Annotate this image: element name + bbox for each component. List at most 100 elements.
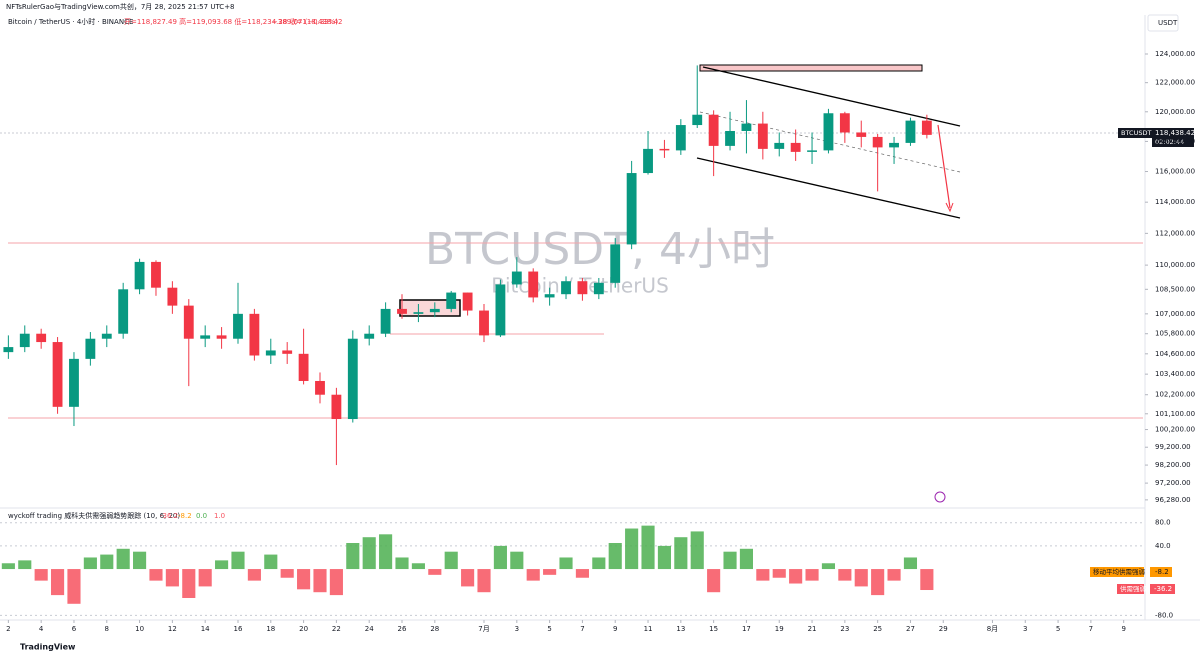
x-tick-label: 21 <box>808 625 817 633</box>
y-tick-label: 120,000.00 <box>1155 108 1195 116</box>
candle-body <box>167 287 178 306</box>
ma-label: 移动平均供需强弱 <box>1093 567 1145 576</box>
histogram-bar <box>149 569 163 581</box>
alert-icon[interactable] <box>934 491 946 503</box>
y-tick-label: 122,000.00 <box>1155 79 1195 87</box>
candle-body <box>921 120 932 135</box>
x-tick-label: 24 <box>365 625 374 633</box>
candle-body <box>659 148 670 151</box>
candle-body <box>495 284 506 336</box>
histogram-bar <box>215 560 229 570</box>
candle-body <box>577 281 588 295</box>
histogram-bar <box>805 569 819 581</box>
x-tick-label: 9 <box>1121 625 1125 633</box>
histogram-bar <box>67 569 81 604</box>
candle-body <box>151 261 161 288</box>
histogram-bar <box>789 569 803 584</box>
histogram-bar <box>871 569 885 596</box>
currency-box[interactable] <box>1147 14 1179 32</box>
y-tick-label: 114,000.00 <box>1155 198 1195 206</box>
histogram-bar <box>526 569 540 581</box>
candle-body <box>462 292 473 311</box>
histogram-bar <box>18 560 32 570</box>
credit: NFTsRulerGao与TradingView.com共创，7月 28, 20… <box>6 2 235 11</box>
candle-body <box>282 350 293 354</box>
y-tick-label: -80.0 <box>1155 611 1173 619</box>
ohlc: 开=118,827.49 高=119,093.68 低=118,234.28 收… <box>124 17 342 26</box>
candle-body <box>511 271 522 285</box>
histogram-bar <box>625 528 639 570</box>
histogram-bar <box>493 545 507 570</box>
candle-body <box>839 113 850 133</box>
y-tick-label: 112,000.00 <box>1155 229 1195 237</box>
histogram-bar <box>903 557 918 570</box>
y-tick-label: 105,800.00 <box>1155 330 1195 338</box>
candle-body <box>446 292 457 309</box>
histogram-bar <box>165 569 179 587</box>
x-tick-label: 23 <box>840 625 849 633</box>
histogram-bar <box>723 551 737 570</box>
indicator-value: -8.2 <box>178 512 192 520</box>
histogram-bar <box>821 563 836 570</box>
footer-logo[interactable]: TradingView <box>20 643 76 652</box>
x-tick-label: 4 <box>39 625 44 633</box>
candle-body <box>708 114 719 146</box>
candle-body <box>19 333 30 348</box>
y-tick-label: 99,200.00 <box>1155 443 1191 451</box>
y-tick-label: 100,200.00 <box>1155 426 1195 434</box>
indicator-value: 0.0 <box>196 512 207 520</box>
candle-body <box>380 308 391 334</box>
histogram-bar <box>461 569 475 587</box>
last-symbol-box <box>1118 128 1152 138</box>
countdown: 02:02:44 <box>1155 138 1184 146</box>
value-label: 供需强弱 <box>1120 584 1146 593</box>
candle-body <box>429 308 440 313</box>
value-value-box <box>1150 584 1175 594</box>
x-tick-label: 7 <box>580 625 584 633</box>
histogram-bar <box>133 551 147 570</box>
y-tick-label: 103,400.00 <box>1155 370 1195 378</box>
last-symbol: BTCUSDT <box>1121 129 1151 137</box>
histogram-bar <box>362 537 376 570</box>
x-tick-label: 19 <box>775 625 784 633</box>
histogram-bar <box>657 545 671 570</box>
candle-body <box>905 120 916 143</box>
candle-body <box>118 289 129 334</box>
candle-body <box>626 173 637 245</box>
candle-body <box>249 313 260 356</box>
y-tick-label: 80.0 <box>1155 519 1171 527</box>
currency[interactable]: USDT <box>1158 19 1178 27</box>
x-tick-label: 5 <box>547 625 551 633</box>
y-tick-label: 102,200.00 <box>1155 391 1195 399</box>
histogram-bar <box>411 563 425 570</box>
y-tick-label: 124,000.00 <box>1155 50 1195 58</box>
candle-body <box>69 358 79 407</box>
x-tick-label: 18 <box>266 625 275 633</box>
histogram-bar <box>264 554 278 570</box>
x-tick-label: 3 <box>1023 625 1027 633</box>
y-tick-label: 110,000.00 <box>1155 261 1195 269</box>
x-tick-label: 17 <box>742 625 751 633</box>
x-tick-label: 9 <box>613 625 617 633</box>
x-tick-label: 3 <box>515 625 519 633</box>
histogram-bar <box>854 569 868 587</box>
histogram-bar <box>329 569 343 596</box>
histogram-bar <box>198 569 212 587</box>
candle-body <box>52 342 63 407</box>
channel-upper <box>702 66 961 127</box>
histogram-bar <box>559 557 573 570</box>
indicator-value: 1.0 <box>214 512 225 520</box>
symbol: Bitcoin / TetherUS · 4小时 · BINANCE <box>8 17 133 26</box>
candle-body <box>347 338 358 420</box>
histogram-bar <box>51 569 65 596</box>
value-label-box <box>1117 584 1144 594</box>
indicator-title: wyckoff trading 威科夫供需强弱趋势跟踪 (10, 6, 20) <box>8 511 180 520</box>
candle-body <box>741 123 752 131</box>
candle-body <box>85 338 96 359</box>
histogram-bar <box>477 569 491 593</box>
x-tick-label: 29 <box>939 625 948 633</box>
histogram-bar <box>707 569 721 593</box>
ma-value-box <box>1150 567 1172 577</box>
candle-body <box>265 350 276 356</box>
